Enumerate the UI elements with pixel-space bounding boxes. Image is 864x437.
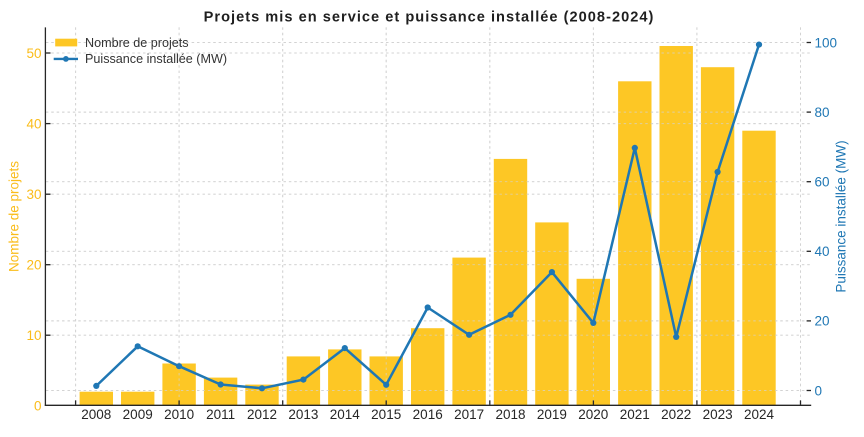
svg-text:2012: 2012 bbox=[247, 407, 277, 422]
svg-text:Puissance installée (MW): Puissance installée (MW) bbox=[834, 140, 849, 292]
svg-text:2024: 2024 bbox=[744, 407, 775, 422]
svg-text:2015: 2015 bbox=[371, 407, 401, 422]
svg-text:50: 50 bbox=[26, 46, 41, 61]
svg-text:Nombre de projets: Nombre de projets bbox=[7, 161, 22, 272]
svg-text:40: 40 bbox=[26, 116, 41, 131]
svg-text:2014: 2014 bbox=[330, 407, 361, 422]
svg-text:100: 100 bbox=[815, 35, 838, 50]
svg-text:2013: 2013 bbox=[288, 407, 318, 422]
svg-text:60: 60 bbox=[815, 175, 830, 190]
svg-text:2021: 2021 bbox=[620, 407, 650, 422]
svg-text:20: 20 bbox=[26, 258, 41, 273]
svg-text:2023: 2023 bbox=[703, 407, 733, 422]
svg-text:2008: 2008 bbox=[81, 407, 111, 422]
svg-text:2017: 2017 bbox=[454, 407, 484, 422]
svg-text:2018: 2018 bbox=[495, 407, 525, 422]
svg-text:2011: 2011 bbox=[206, 407, 235, 422]
svg-text:30: 30 bbox=[26, 187, 41, 202]
svg-text:Projets mis en service et puis: Projets mis en service et puissance inst… bbox=[204, 9, 655, 25]
svg-text:40: 40 bbox=[815, 244, 830, 259]
svg-text:10: 10 bbox=[26, 328, 41, 343]
svg-text:2016: 2016 bbox=[413, 407, 443, 422]
svg-text:Puissance installée (MW): Puissance installée (MW) bbox=[85, 52, 227, 66]
svg-text:2019: 2019 bbox=[537, 407, 567, 422]
svg-text:2010: 2010 bbox=[164, 407, 194, 422]
svg-text:0: 0 bbox=[34, 399, 42, 414]
svg-text:0: 0 bbox=[815, 383, 823, 398]
svg-text:2022: 2022 bbox=[661, 407, 691, 422]
svg-text:Nombre de projets: Nombre de projets bbox=[85, 36, 189, 50]
svg-text:2009: 2009 bbox=[123, 407, 153, 422]
svg-text:2020: 2020 bbox=[578, 407, 608, 422]
svg-text:20: 20 bbox=[815, 314, 830, 329]
svg-text:80: 80 bbox=[815, 105, 830, 120]
